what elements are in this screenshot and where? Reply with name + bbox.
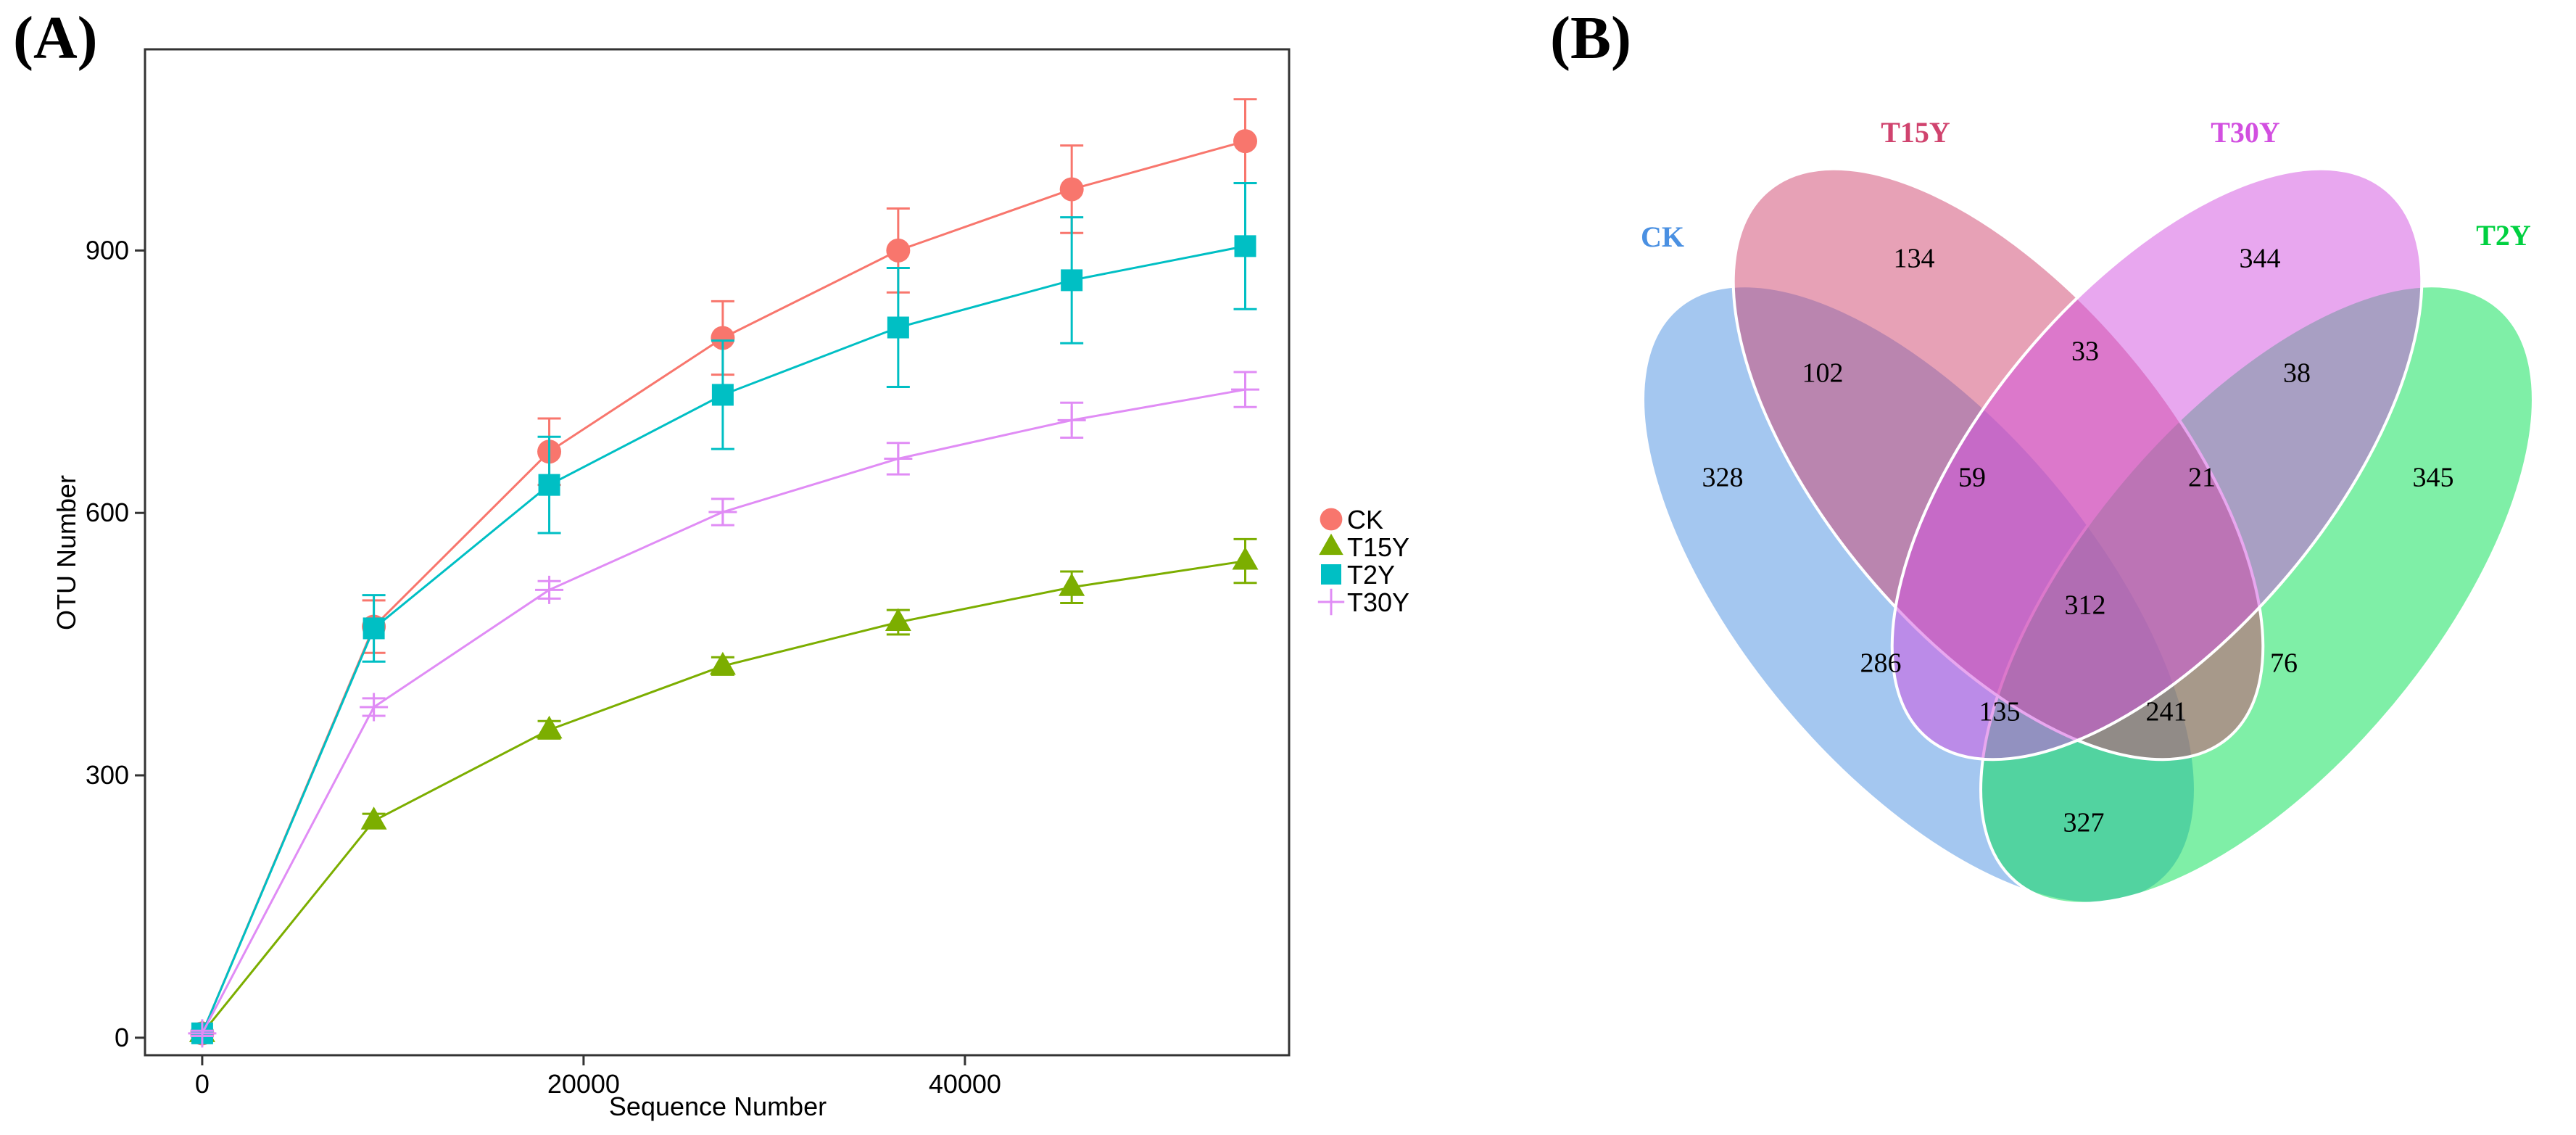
data-point: [188, 1019, 217, 1048]
venn-count-t15y-t30y: 33: [2071, 337, 2099, 367]
data-point: [887, 316, 909, 339]
series-t30y: [188, 371, 1260, 1048]
venn-set-label-t15y: T15Y: [1881, 116, 1950, 149]
plot-area-frame: [144, 48, 1291, 1057]
data-point: [884, 444, 913, 473]
data-point: [711, 326, 735, 350]
legend-marker: [1319, 533, 1343, 556]
venn-set-label-t30y: T30Y: [2211, 116, 2280, 149]
venn-diagram: CK T15Y T30Y T2Y 328 134 344 345 102 33 …: [1641, 116, 2535, 905]
venn-count-t15y-t30y-t2y: 21: [2188, 463, 2216, 493]
venn-count-ck-t15y: 102: [1802, 358, 1844, 389]
x-tick-label: 0: [195, 1069, 210, 1099]
legend-label: CK: [1347, 505, 1383, 535]
data-point: [538, 474, 560, 496]
data-point: [535, 575, 564, 604]
legend-marker: [1321, 564, 1341, 585]
data-point: [1059, 573, 1085, 596]
series-line: [201, 388, 1246, 1034]
legend-label: T15Y: [1347, 532, 1409, 562]
series-line: [201, 560, 1246, 1034]
data-point: [708, 498, 737, 527]
y-tick-label: 900: [86, 235, 129, 265]
x-tick-label: 20000: [547, 1069, 620, 1099]
legend-marker: [1320, 508, 1343, 531]
series-line: [201, 140, 1246, 1034]
y-tick-label: 300: [86, 760, 129, 790]
data-point: [886, 238, 911, 263]
y-tick-label: 0: [115, 1023, 129, 1052]
data-point: [1061, 269, 1083, 292]
data-point: [360, 693, 389, 722]
venn-count-ck-t15y-t30y: 59: [1958, 463, 1986, 493]
venn-count-ck-t30y-t2y: 135: [1979, 697, 2021, 727]
data-point: [1232, 547, 1259, 570]
series-t15y: [189, 537, 1259, 1042]
x-axis-title: Sequence Number: [609, 1091, 827, 1121]
data-point: [1059, 177, 1084, 202]
legend-item-t30y: T30Y: [1317, 587, 1409, 617]
data-point: [363, 617, 385, 640]
legend-item-ck: CK: [1320, 505, 1383, 535]
data-point: [1231, 375, 1260, 404]
venn-set-label-t2y: T2Y: [2476, 219, 2531, 252]
venn-count-t30y-only: 344: [2240, 244, 2281, 274]
data-point: [711, 384, 734, 406]
data-point: [1233, 129, 1258, 154]
legend-item-t2y: T2Y: [1321, 560, 1395, 590]
data-point: [885, 608, 911, 631]
legend-marker: [1317, 588, 1345, 616]
x-tick-label: 40000: [929, 1069, 1001, 1099]
venn-count-t30y-t2y: 38: [2283, 358, 2311, 389]
x-axis: 0 20000 40000: [195, 1055, 1001, 1099]
series-ck: [190, 98, 1258, 1046]
venn-ellipse-t30y: [1890, 167, 2424, 762]
venn-count-ck-t15y-t2y: 241: [2146, 697, 2187, 727]
data-point: [1057, 405, 1086, 434]
series-layer: [188, 98, 1260, 1048]
panel-a-label: (A): [13, 4, 98, 72]
series-t2y: [190, 182, 1257, 1044]
legend-label: T30Y: [1347, 587, 1409, 617]
venn-count-t15y-only: 134: [1894, 244, 1935, 274]
y-tick-label: 600: [86, 498, 129, 527]
data-point: [360, 806, 387, 830]
data-point: [1234, 235, 1256, 257]
venn-count-t2y-only: 345: [2413, 463, 2454, 493]
venn-count-t15y-t2y: 76: [2270, 648, 2298, 679]
venn-count-ck-t30y: 286: [1860, 648, 1902, 679]
venn-set-label-ck: CK: [1641, 220, 1684, 253]
y-axis-title: OTU Number: [51, 475, 81, 630]
panel-b-label: (B): [1550, 4, 1631, 72]
venn-count-all-four: 312: [2065, 590, 2106, 621]
venn-count-ck-t2y: 327: [2063, 808, 2105, 838]
y-axis: 0 300 600 900: [86, 235, 145, 1052]
legend-item-t15y: T15Y: [1319, 532, 1409, 562]
venn-count-ck-only: 328: [1702, 463, 1744, 493]
data-point: [536, 715, 563, 739]
data-point: [709, 651, 736, 675]
legend-label: T2Y: [1347, 560, 1395, 590]
